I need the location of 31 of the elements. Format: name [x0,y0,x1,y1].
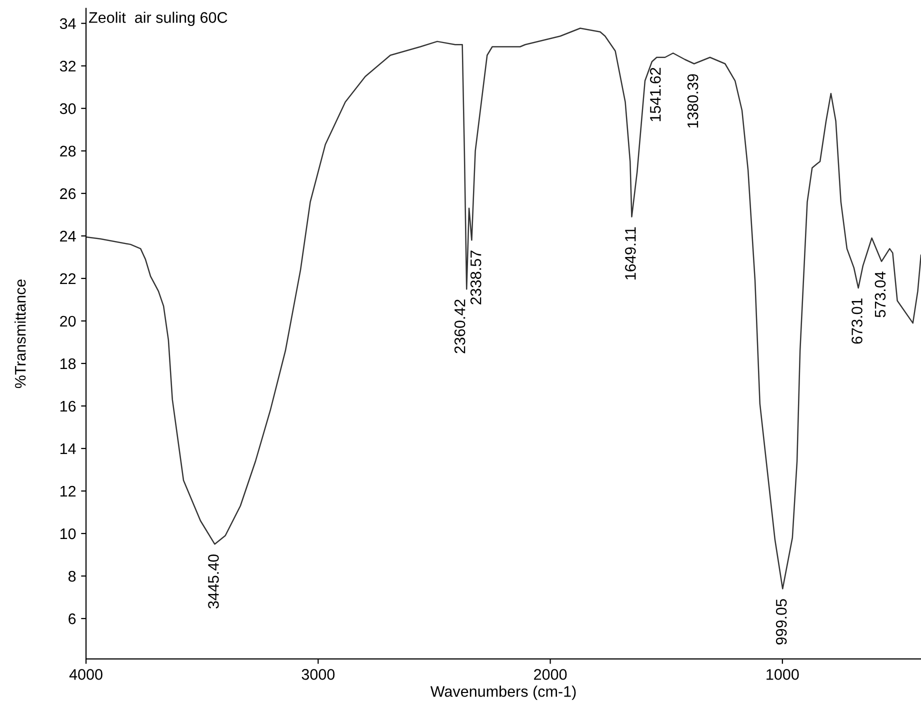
y-tick-label: 16 [60,400,76,412]
annotation: 3445.40 [208,554,219,608]
chart-title: Zeolit air suling 60C [89,12,228,26]
y-tick-label: 12 [60,486,76,497]
y-tick-label: 10 [60,528,76,540]
y-tick-label: 8 [68,570,76,582]
y-tick-label: 30 [60,103,76,114]
y-tick-label: 6 [68,613,76,624]
annotation: 999.05 [776,599,787,645]
y-tick-label: 18 [60,358,76,370]
y-axis-title: %Transmittance [14,279,26,388]
x-tick-label: 2000 [534,669,567,680]
x-tick-label: 4000 [69,669,102,680]
y-tick-label: 22 [60,273,76,284]
x-axis-title: Wavenumbers (cm-1) [430,686,576,700]
annotation: 573.04 [874,272,886,318]
y-tick-label: 32 [60,60,76,72]
annotation: 2360.42 [454,300,466,354]
annotation: 1649.11 [625,227,636,280]
y-tick-label: 28 [60,146,76,157]
y-tick-label: 34 [60,18,76,30]
y-tick-label: 26 [60,188,76,200]
annotation: 1541.62 [650,68,661,122]
annotation: 2338.57 [470,250,482,304]
annotation: 1380.39 [687,74,698,128]
annotation: 673.01 [852,298,862,344]
y-tick-label: 14 [60,444,76,454]
y-tick-label: 20 [60,316,76,327]
y-tick-label: 24 [60,230,76,242]
x-tick-label: 3000 [302,669,335,680]
x-tick-label: 1000 [766,669,799,680]
